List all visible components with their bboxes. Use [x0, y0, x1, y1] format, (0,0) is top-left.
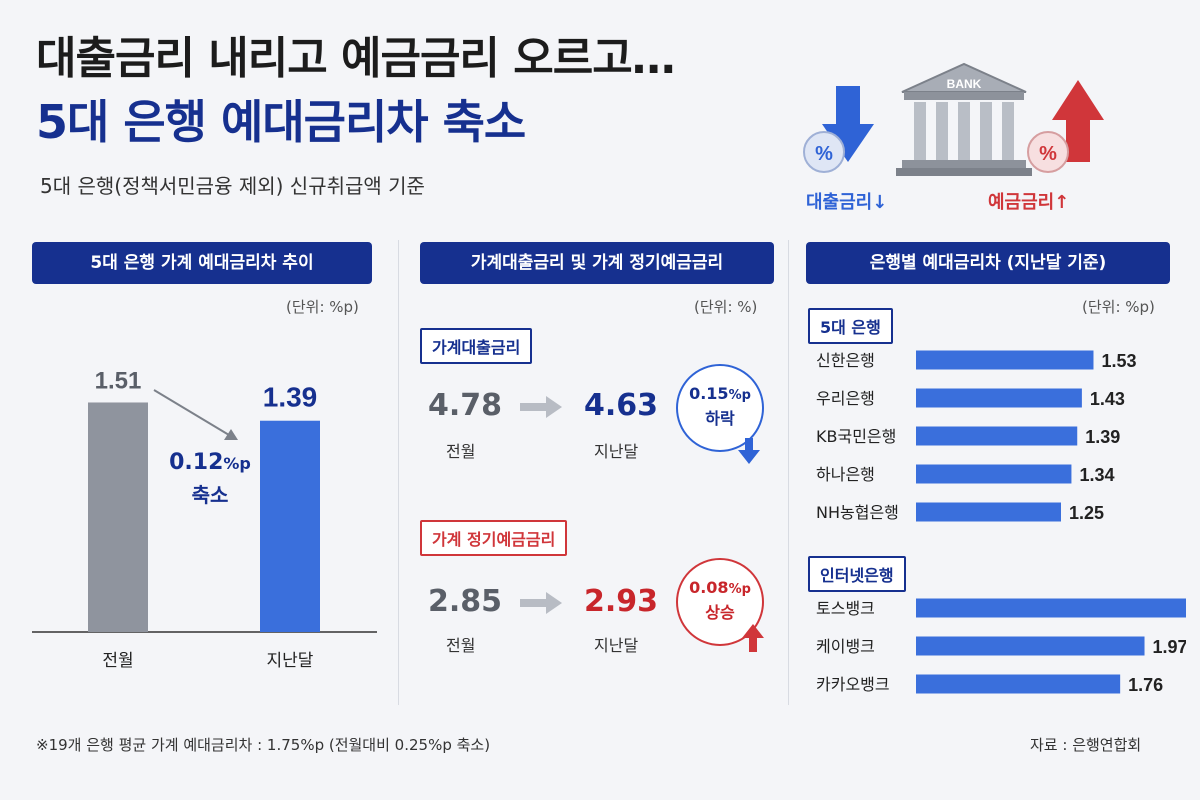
panel1-change-badge: 0.12%p 축소	[152, 450, 268, 508]
bank-name-label: 신한은행	[816, 351, 875, 370]
loan-curr-value: 4.63	[584, 388, 659, 423]
svg-text:%: %	[1039, 143, 1057, 165]
up-arrow-icon	[1052, 80, 1104, 162]
panel2-heading: 가계대출금리 및 가계 정기예금금리	[420, 242, 774, 284]
bank-bar	[916, 388, 1082, 408]
bank-name-label: 카카오뱅크	[816, 675, 890, 694]
deposit-prev-label: 전월	[446, 636, 476, 655]
down-arrow-icon	[738, 438, 760, 464]
bar-1	[88, 402, 148, 632]
panel3-unit: (단위: %p)	[1082, 298, 1155, 316]
deposit-rate-tag: 가계 정기예금금리	[420, 520, 568, 556]
loan-prev-value: 4.78	[428, 388, 503, 423]
category-label: 전월	[102, 651, 133, 671]
up-arrow-icon	[742, 624, 764, 652]
page-subtitle: 5대 은행(정책서민금융 제외) 신규취급액 기준	[40, 174, 425, 198]
group-tag-major-banks: 5대 은행	[808, 308, 893, 344]
bank-value-label: 1.25	[1069, 503, 1104, 523]
panel1-unit: (단위: %p)	[286, 298, 359, 316]
page-headline: 5대 은행 예대금리차 축소	[36, 95, 526, 149]
bank-illustration: % BANK %	[803, 62, 1104, 176]
percent-coin-icon	[803, 131, 845, 173]
deposit-curr-value: 2.93	[584, 584, 659, 619]
bar-2	[260, 420, 320, 632]
down-arrow-icon	[822, 86, 874, 162]
footnote: ※19개 은행 평균 가계 예대금리차 : 1.75%p (전월대비 0.25%…	[36, 736, 491, 754]
deposit-prev-value: 2.85	[428, 584, 503, 619]
bank-name-label: 하나은행	[816, 465, 875, 484]
bank-bar	[916, 598, 1186, 618]
panel2-unit: (단위: %)	[694, 298, 758, 316]
bank-value-label: 1.34	[1079, 465, 1114, 485]
bank-value-label: 1.97	[1153, 637, 1186, 657]
svg-text:%: %	[815, 143, 833, 165]
bank-icon	[896, 62, 1032, 176]
loan-prev-label: 전월	[446, 442, 476, 461]
bank-name-label: KB국민은행	[816, 427, 896, 446]
right-arrow-icon	[520, 396, 562, 418]
change-value: 0.12	[169, 450, 224, 475]
trend-arrow-line	[153, 389, 235, 439]
bank-value-label: 1.76	[1128, 675, 1163, 695]
panel1-heading: 5대 은행 가계 예대금리차 추이	[32, 242, 372, 284]
bank-name-label: 토스뱅크	[816, 599, 875, 618]
trend-arrow-head	[224, 429, 238, 440]
source-note: 자료 : 은행연합회	[1030, 736, 1142, 754]
loan-curr-label: 지난달	[594, 442, 639, 461]
panel3-heading: 은행별 예대금리차 (지난달 기준)	[806, 242, 1170, 284]
divider	[398, 240, 399, 705]
bar-value-label: 1.39	[263, 382, 318, 413]
bank-name-label: 우리은행	[816, 389, 875, 408]
loan-rate-tag: 가계대출금리	[420, 328, 533, 364]
loan-rate-label: 대출금리↓	[806, 192, 888, 213]
loan-change-badge: 0.15%p 하락	[676, 364, 764, 452]
bank-bar	[916, 350, 1094, 370]
bank-value-label: 1.43	[1090, 389, 1125, 409]
panel3-bar-chart: 신한은행 1.53 우리은행 1.43 KB국민은행 1.39 하나은행 1.34 NH농협은행…	[816, 350, 1186, 695]
deposit-curr-label: 지난달	[594, 636, 639, 655]
page-title: 대출금리 내리고 예금금리 오르고…	[36, 33, 676, 84]
bank-name-label: 케이뱅크	[816, 637, 875, 656]
bank-bar	[916, 636, 1145, 656]
deposit-rate-label: 예금금리↑	[988, 192, 1070, 213]
bank-value-label: 1.53	[1101, 351, 1136, 371]
group-tag-internet-banks: 인터넷은행	[808, 556, 906, 592]
percent-coin-icon	[1027, 131, 1069, 173]
bank-bar	[916, 502, 1061, 522]
right-arrow-icon	[520, 592, 562, 614]
bank-bar	[916, 426, 1078, 446]
bank-value-label: 1.39	[1085, 427, 1120, 447]
deposit-change-badge: 0.08%p 상승	[676, 558, 764, 646]
category-label: 지난달	[267, 651, 314, 671]
change-unit: %p	[223, 454, 251, 473]
svg-text:BANK: BANK	[947, 77, 982, 91]
bank-bar	[916, 674, 1121, 694]
bar-value-label: 1.51	[95, 367, 142, 394]
divider	[788, 240, 789, 705]
panel1-bar-chart: 1.51 전월 1.39 지난달	[32, 367, 377, 671]
change-text: 축소	[191, 483, 229, 507]
bank-bar	[916, 464, 1072, 484]
bank-name-label: NH농협은행	[816, 503, 899, 522]
